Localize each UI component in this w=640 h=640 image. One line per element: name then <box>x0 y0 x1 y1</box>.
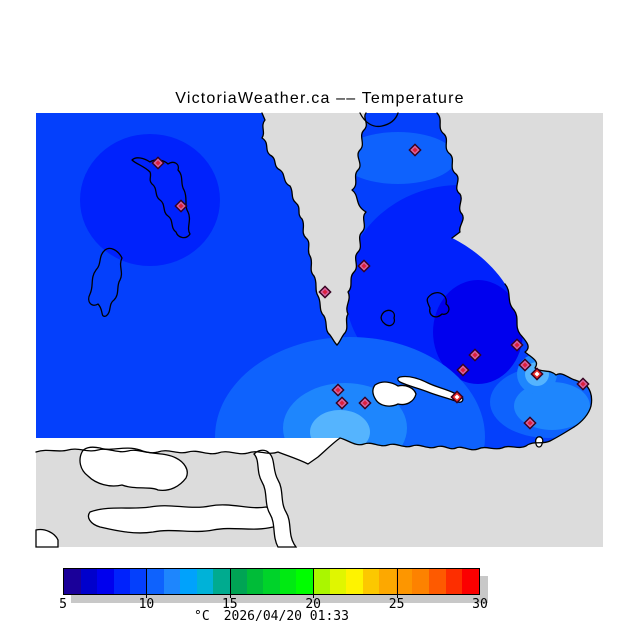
inlet-shape <box>253 449 298 548</box>
colorbar <box>63 568 480 595</box>
harbour-white-shapes <box>372 375 544 448</box>
outside-domain-white-shapes <box>35 438 340 548</box>
units-label: °C <box>194 609 210 624</box>
colorbar-segment <box>312 569 330 594</box>
colorbar-segment <box>180 569 197 594</box>
colorbar-segment <box>80 569 98 594</box>
north-islet-arc <box>359 112 399 128</box>
colorbar-segment <box>97 569 114 594</box>
colorbar-segment <box>196 569 214 594</box>
station-marker <box>318 285 332 299</box>
lagoon-shape <box>372 381 417 407</box>
colorbar-segment <box>379 569 396 594</box>
field-band-cool-ellipse <box>80 134 220 266</box>
colorbar-segment <box>130 569 147 594</box>
peninsula-east-coast <box>436 112 464 239</box>
colorbar-segment <box>64 569 81 594</box>
colorbar-segment <box>213 569 230 594</box>
colorbar-tick-label: 15 <box>221 597 238 612</box>
station-marker <box>468 348 482 362</box>
inlet-west-coast <box>261 112 338 346</box>
field-band-coldest-core <box>433 280 523 384</box>
east-island-outline <box>426 292 450 318</box>
channel-shape <box>87 504 285 534</box>
inlet-east-coast <box>336 112 367 346</box>
corner-water-shape <box>35 528 59 548</box>
colorbar-segment <box>113 569 131 594</box>
colorbar-segment <box>163 569 181 594</box>
station-marker <box>450 390 464 404</box>
colorbar-tick-label: 20 <box>305 597 322 612</box>
colorbar-segment <box>362 569 380 594</box>
small-island-outline <box>380 309 396 327</box>
bay-shape <box>79 446 188 492</box>
colorbar-caption: °C 2026/04/20 01:33 <box>63 609 480 624</box>
station-marker <box>331 383 345 397</box>
station-marker <box>151 156 165 170</box>
station-marker <box>174 199 188 213</box>
colorbar-segment <box>229 569 247 594</box>
colorbar-segment <box>429 569 446 594</box>
field-band-mild-peninsula <box>340 132 456 184</box>
colorbar-segment <box>346 569 363 594</box>
colorbar-segment <box>462 569 479 594</box>
station-markers <box>151 143 590 430</box>
colorbar-segment <box>279 569 297 594</box>
station-marker <box>456 363 470 377</box>
timestamp: 2026/04/20 01:33 <box>223 609 349 624</box>
map-title: VictoriaWeather.ca –– Temperature <box>175 90 465 107</box>
colorbar-tick-line <box>229 568 231 598</box>
water-gap-strip <box>36 438 340 464</box>
station-marker <box>510 338 524 352</box>
southeast-coast <box>504 283 593 428</box>
colorbar-tick-label: 5 <box>59 597 67 612</box>
station-marker <box>530 367 544 381</box>
colorbar-tick-label: 30 <box>472 597 488 612</box>
colorbar-segment <box>146 569 164 594</box>
station-marker <box>523 416 537 430</box>
colorbar-tick-line <box>146 568 148 598</box>
colorbar-segment <box>445 569 463 594</box>
station-marker <box>408 143 422 157</box>
station-marker <box>357 259 371 273</box>
colorbar-tick-line <box>396 568 398 598</box>
colorbar-segment <box>296 569 313 594</box>
field-band-warm-se <box>514 382 590 430</box>
large-island-outline <box>131 157 191 239</box>
colorbar-segment <box>395 569 413 594</box>
colorbar-segment <box>263 569 280 594</box>
colorbar-segment <box>246 569 264 594</box>
south-coast <box>35 426 575 465</box>
colorbar-segment <box>412 569 430 594</box>
coastlines <box>35 112 593 465</box>
station-marker <box>335 396 349 410</box>
colorbar-tick-line <box>313 568 315 598</box>
colorbar-segment <box>329 569 347 594</box>
colorbar-tick-label: 10 <box>138 597 155 612</box>
colorbar-tick-label: 25 <box>388 597 405 612</box>
station-marker <box>518 358 532 372</box>
small-island <box>534 436 544 448</box>
west-island-outline <box>88 247 123 317</box>
station-marker <box>576 377 590 391</box>
station-marker <box>358 396 372 410</box>
